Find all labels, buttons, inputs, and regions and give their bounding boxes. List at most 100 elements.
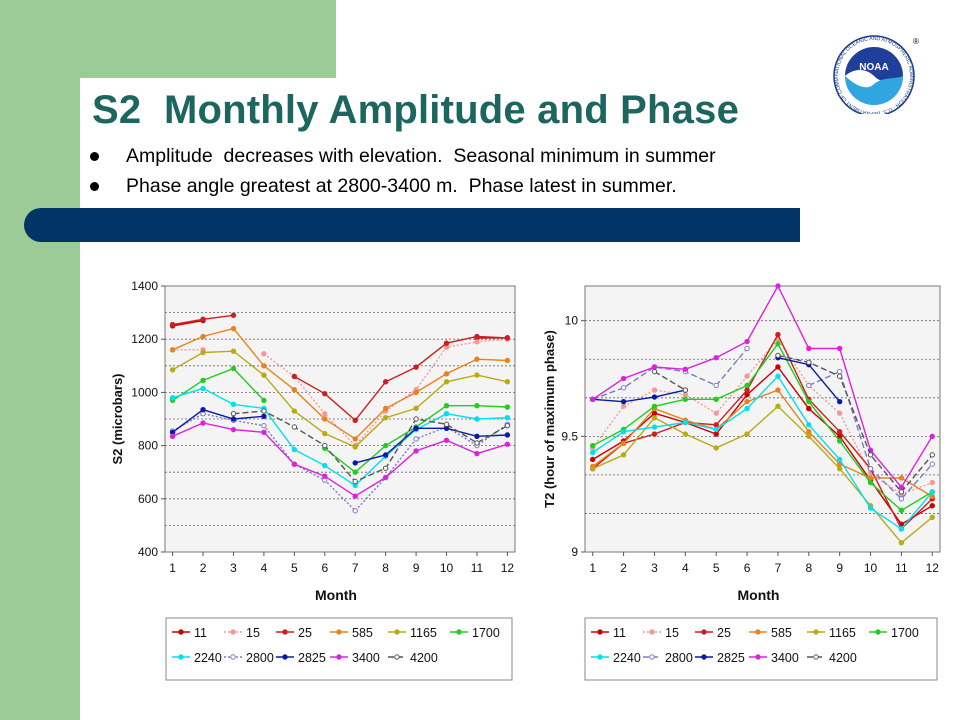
data-point — [744, 392, 750, 398]
legend-marker — [755, 629, 761, 635]
data-point — [651, 368, 658, 375]
data-point — [200, 316, 206, 322]
y-tick-label: 400 — [138, 545, 158, 559]
series-line-2825 — [592, 389, 686, 403]
data-point — [929, 433, 935, 440]
data-point — [382, 452, 389, 458]
data-point — [261, 397, 267, 404]
data-point — [474, 372, 480, 378]
legend-marker — [230, 629, 236, 635]
data-point — [929, 514, 935, 521]
data-point — [443, 379, 450, 385]
data-point — [867, 479, 874, 486]
legend-label: 11 — [613, 626, 626, 640]
data-point — [713, 410, 719, 416]
legend-label: 25 — [298, 626, 312, 640]
data-point — [443, 421, 450, 428]
data-point — [744, 431, 750, 437]
x-tick-label: 11 — [895, 561, 908, 575]
series-line-4200 — [654, 370, 686, 391]
series-line-11 — [172, 319, 204, 327]
y-tick-label: 1200 — [131, 332, 158, 346]
series-line-2800 — [592, 348, 748, 400]
x-tick-label: 7 — [352, 561, 359, 575]
legend-box — [165, 617, 513, 681]
data-point — [620, 452, 627, 458]
data-point — [744, 382, 750, 389]
data-point — [867, 466, 874, 472]
y-tick-label: 800 — [138, 439, 158, 453]
legend-label: 1165 — [829, 626, 856, 640]
data-point — [775, 364, 781, 370]
data-point — [322, 462, 328, 469]
noaa-emblem-icon: NATIONAL OCEANIC AND ATMOSPHERIC ADMINIS… — [824, 30, 919, 117]
legend-label: 585 — [352, 626, 373, 640]
x-tick-label: 4 — [261, 561, 268, 575]
legend-label: 1700 — [891, 626, 919, 640]
data-point — [620, 398, 627, 405]
data-point — [929, 493, 935, 500]
legend-marker — [282, 654, 288, 660]
x-tick-label: 9 — [413, 561, 420, 575]
data-point — [230, 312, 237, 318]
legend-marker — [394, 654, 400, 660]
data-point — [352, 478, 358, 485]
data-point — [713, 445, 719, 451]
data-point — [413, 425, 419, 432]
data-point — [200, 406, 206, 413]
legend-label: 585 — [771, 626, 792, 640]
data-point — [200, 377, 206, 384]
data-point — [413, 364, 419, 370]
data-point — [744, 338, 750, 345]
data-point — [200, 420, 206, 426]
series-2240 — [590, 373, 935, 532]
data-point — [382, 405, 389, 412]
data-point — [322, 391, 328, 397]
data-point — [413, 389, 419, 396]
series-line-2825 — [172, 408, 264, 433]
series-3400 — [169, 420, 511, 499]
data-point — [590, 466, 596, 472]
data-point — [352, 436, 358, 442]
data-point — [322, 416, 328, 422]
data-point — [322, 473, 328, 479]
x-tick-label: 9 — [836, 561, 843, 575]
x-tick-label: 1 — [169, 561, 176, 575]
data-point — [651, 424, 658, 430]
y-tick-label: 10 — [565, 314, 579, 328]
data-point — [230, 325, 237, 332]
data-point — [929, 503, 935, 509]
data-point — [352, 493, 358, 499]
series-line-3400 — [592, 284, 933, 489]
data-point — [806, 345, 812, 352]
series-line-585 — [592, 389, 933, 498]
legend-marker — [597, 654, 603, 660]
x-tick-label: 4 — [682, 561, 689, 575]
legend-label: 2825 — [298, 651, 326, 665]
data-point — [682, 392, 689, 398]
y-axis-label: S2 (microbars) — [110, 373, 125, 464]
data-point — [713, 426, 719, 433]
data-point — [929, 489, 935, 495]
data-point — [867, 452, 874, 458]
data-point — [200, 385, 206, 392]
data-point — [291, 424, 298, 430]
data-point — [806, 429, 812, 435]
legend-label: 2240 — [613, 651, 641, 665]
data-point — [382, 465, 389, 471]
registered-mark: ® — [913, 37, 919, 46]
data-point — [620, 429, 627, 435]
x-tick-label: 8 — [382, 561, 389, 575]
legend-label: 25 — [717, 626, 731, 640]
data-point — [169, 321, 176, 328]
data-point — [322, 442, 328, 449]
data-point — [169, 395, 176, 401]
series-line-2240 — [592, 375, 933, 530]
data-point — [504, 441, 511, 447]
data-point — [898, 475, 905, 481]
x-tick-label: 3 — [230, 561, 237, 575]
data-point — [474, 339, 480, 345]
data-point — [682, 387, 689, 393]
data-point — [836, 410, 843, 416]
data-point — [682, 419, 689, 426]
